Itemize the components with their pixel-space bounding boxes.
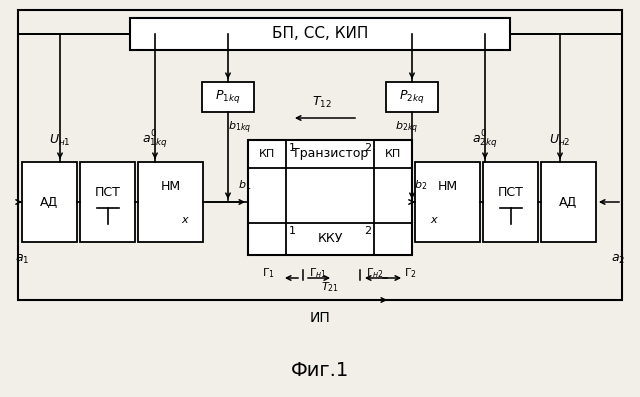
Text: 2: 2 xyxy=(364,143,371,153)
Text: АД: АД xyxy=(40,195,59,208)
Bar xyxy=(248,140,412,255)
Text: ПСТ: ПСТ xyxy=(497,186,524,199)
Text: ПСТ: ПСТ xyxy=(95,186,120,199)
Text: ККУ: ККУ xyxy=(317,233,342,245)
Text: $T_{12}$: $T_{12}$ xyxy=(312,95,332,110)
Text: $\Gamma_1$: $\Gamma_1$ xyxy=(262,266,275,280)
Text: $\Gamma_{н2}$: $\Gamma_{н2}$ xyxy=(366,266,384,280)
Text: 1: 1 xyxy=(289,226,296,236)
Text: x: x xyxy=(182,216,188,225)
Bar xyxy=(386,82,438,112)
Text: $\Gamma_2$: $\Gamma_2$ xyxy=(404,266,416,280)
Text: $a^0_{2kq}$: $a^0_{2kq}$ xyxy=(472,129,498,151)
Text: $a_2$: $a_2$ xyxy=(611,253,625,266)
Text: 1: 1 xyxy=(289,143,296,153)
Text: $b_1$: $b_1$ xyxy=(238,178,252,192)
Text: Транзистор: Транзистор xyxy=(292,148,368,160)
Text: $T_{21}$: $T_{21}$ xyxy=(321,280,339,294)
Bar xyxy=(80,162,135,242)
Text: КП: КП xyxy=(385,149,401,159)
Bar xyxy=(130,18,510,50)
Text: КП: КП xyxy=(259,149,275,159)
Text: $P_{1kq}$: $P_{1kq}$ xyxy=(215,89,241,106)
Text: $b_{2kq}$: $b_{2kq}$ xyxy=(395,120,418,136)
Text: $P_{2kq}$: $P_{2kq}$ xyxy=(399,89,425,106)
Text: $a_1$: $a_1$ xyxy=(15,253,29,266)
Text: Фиг.1: Фиг.1 xyxy=(291,360,349,380)
Bar xyxy=(22,162,77,242)
Bar xyxy=(202,82,254,112)
Text: $a^0_{1kq}$: $a^0_{1kq}$ xyxy=(142,129,168,151)
Text: $\Gamma_{н1}$: $\Gamma_{н1}$ xyxy=(309,266,327,280)
Text: $b_2$: $b_2$ xyxy=(414,178,428,192)
Bar xyxy=(415,162,480,242)
Text: 2: 2 xyxy=(364,226,371,236)
Bar xyxy=(541,162,596,242)
Text: $b_{1kq}$: $b_{1kq}$ xyxy=(228,120,251,136)
Bar xyxy=(483,162,538,242)
Bar xyxy=(18,10,622,300)
Text: НМ: НМ xyxy=(437,179,458,193)
Text: $U_{н2}$: $U_{н2}$ xyxy=(549,133,571,148)
Bar xyxy=(138,162,203,242)
Text: x: x xyxy=(430,216,436,225)
Text: ИП: ИП xyxy=(310,311,330,325)
Text: НМ: НМ xyxy=(161,179,180,193)
Text: АД: АД xyxy=(559,195,578,208)
Text: $U_{н1}$: $U_{н1}$ xyxy=(49,133,71,148)
Text: БП, СС, КИП: БП, СС, КИП xyxy=(272,27,368,42)
